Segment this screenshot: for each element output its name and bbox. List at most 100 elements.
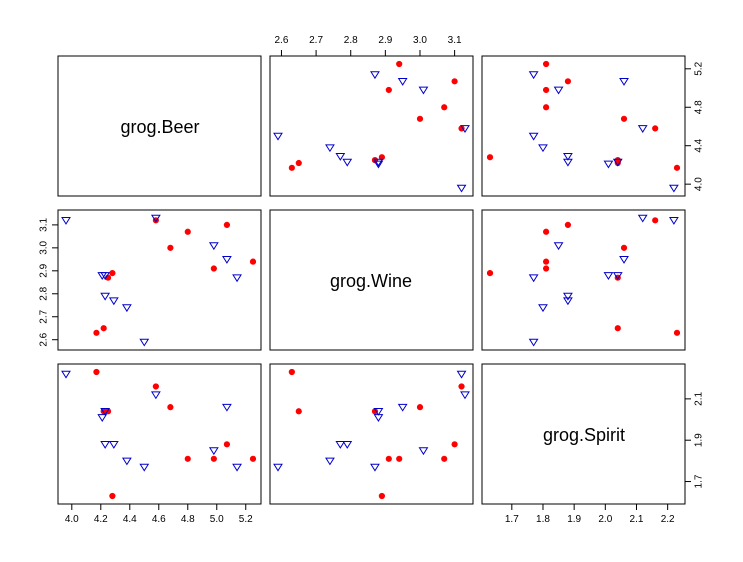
data-point-triangle xyxy=(668,216,679,225)
data-point-triangle xyxy=(553,242,564,251)
panel-2-1 xyxy=(57,209,262,351)
tick-label: 4.0 xyxy=(694,177,705,191)
data-point-triangle xyxy=(538,304,548,313)
data-point-triangle xyxy=(100,407,111,416)
label-grog-beer: grog.Beer xyxy=(120,117,199,137)
data-point-circle xyxy=(167,244,174,251)
data-point-triangle xyxy=(619,78,629,86)
data-point-triangle xyxy=(100,441,111,449)
data-point-circle xyxy=(210,455,217,462)
tick-label: 5.2 xyxy=(694,61,705,75)
data-point-circle xyxy=(396,455,403,462)
tick-label: 3.0 xyxy=(39,240,50,254)
data-point-circle xyxy=(295,408,302,415)
data-point-circle xyxy=(100,325,107,332)
tick-label: 3.1 xyxy=(448,35,462,46)
data-point-triangle xyxy=(139,338,150,347)
data-point-circle xyxy=(441,104,448,111)
data-point-circle xyxy=(441,455,448,462)
data-point-triangle xyxy=(373,407,384,416)
tick-label: 4.6 xyxy=(152,514,166,525)
data-point-circle xyxy=(223,441,231,448)
data-point-circle xyxy=(288,368,295,376)
tick-label: 2.1 xyxy=(630,514,644,525)
tick-label: 1.7 xyxy=(505,514,519,525)
tick-label: 3.0 xyxy=(413,35,427,46)
data-point-triangle xyxy=(603,160,614,169)
tick-label: 4.8 xyxy=(181,514,195,525)
tick-label: 2.2 xyxy=(661,514,675,525)
data-point-circle xyxy=(542,258,550,265)
tick-label: 4.2 xyxy=(94,514,108,525)
data-point-triangle xyxy=(612,272,623,280)
data-point-triangle xyxy=(553,86,564,95)
data-point-circle xyxy=(93,368,100,376)
data-point-circle xyxy=(542,60,550,68)
tick-label: 4.4 xyxy=(123,514,137,525)
data-point-triangle xyxy=(232,274,242,283)
axes-layer: 4.0 4.2 4.4 4.6 4.8 5.0 5.2 2.6 2.7 2.8 2.9 3.0 3.1 1… xyxy=(39,35,705,525)
tick-label: 1.7 xyxy=(694,474,705,488)
data-point-circle xyxy=(451,78,458,85)
data-point-triangle xyxy=(460,391,470,400)
tick-label: 2.6 xyxy=(275,35,289,46)
data-point-circle xyxy=(620,244,628,251)
data-point-circle xyxy=(564,221,572,228)
tick-label: 2.8 xyxy=(39,286,50,300)
data-point-triangle xyxy=(121,457,132,466)
data-point-triangle xyxy=(456,184,467,193)
data-point-circle xyxy=(295,159,302,167)
tick-label: 5.0 xyxy=(210,514,224,525)
data-point-triangle xyxy=(222,256,232,264)
data-point-circle xyxy=(167,404,174,411)
data-point-triangle xyxy=(563,292,573,301)
data-point-triangle xyxy=(373,158,384,167)
data-point-triangle xyxy=(460,125,470,133)
data-point-triangle xyxy=(373,160,384,169)
tick-label: 5.2 xyxy=(239,514,253,525)
data-point-triangle xyxy=(222,403,232,412)
data-point-triangle xyxy=(273,463,283,472)
data-point-triangle xyxy=(563,152,573,161)
data-point-triangle xyxy=(637,214,648,223)
tick-label: 2.7 xyxy=(309,35,323,46)
data-point-circle xyxy=(184,228,191,235)
data-point-circle xyxy=(542,86,550,94)
panel-3-2 xyxy=(269,363,474,505)
data-point-triangle xyxy=(208,447,219,456)
data-point-circle xyxy=(396,60,403,68)
data-point-circle xyxy=(416,115,424,122)
label-grog-wine: grog.Wine xyxy=(330,271,412,291)
panel-2-2 xyxy=(269,209,474,351)
data-point-circle xyxy=(109,270,116,277)
data-point-circle xyxy=(486,154,494,161)
data-point-circle xyxy=(152,383,159,390)
data-point-triangle xyxy=(335,152,346,161)
data-point-triangle xyxy=(100,292,111,301)
data-point-circle xyxy=(184,455,191,462)
data-point-triangle xyxy=(150,391,161,400)
tick-label: 2.1 xyxy=(694,391,705,405)
data-point-triangle xyxy=(612,158,623,167)
label-grog-spirit: grog.Spirit xyxy=(543,425,625,445)
data-point-triangle xyxy=(528,338,539,347)
data-point-circle xyxy=(542,265,550,272)
tick-label: 4.0 xyxy=(65,514,79,525)
data-point-circle xyxy=(93,329,100,336)
data-point-circle xyxy=(109,492,116,500)
data-point-circle xyxy=(652,125,659,132)
data-point-circle xyxy=(614,325,621,332)
data-point-circle xyxy=(620,115,628,122)
data-point-circle xyxy=(652,217,659,224)
tick-label: 4.4 xyxy=(694,138,705,152)
panel-2-3 xyxy=(481,209,686,351)
tick-label: 1.9 xyxy=(567,514,581,525)
tick-label: 3.1 xyxy=(39,218,50,232)
tick-label: 2.8 xyxy=(344,35,358,46)
data-point-circle xyxy=(486,270,494,277)
data-point-triangle xyxy=(342,441,353,449)
data-point-triangle xyxy=(528,71,539,80)
data-point-circle xyxy=(210,265,217,272)
data-point-triangle xyxy=(418,86,429,95)
